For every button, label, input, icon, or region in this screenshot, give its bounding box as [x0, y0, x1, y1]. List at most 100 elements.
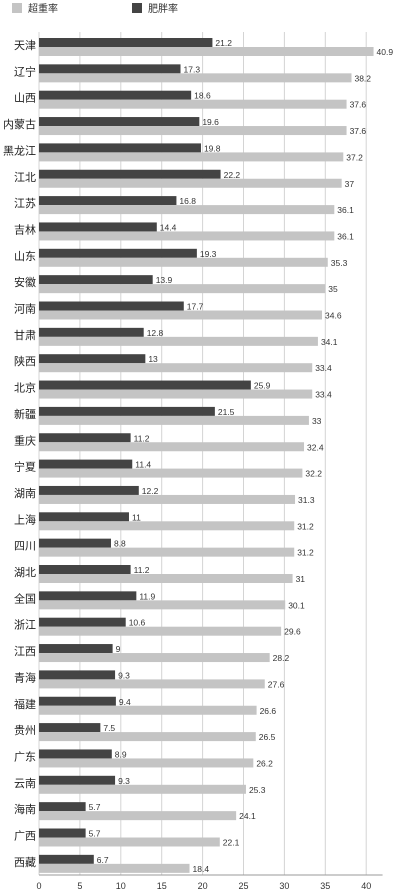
bar-overweight: [39, 336, 318, 346]
category-label: 新疆: [14, 407, 36, 421]
value-label-overweight: 32.4: [307, 442, 324, 452]
category-label: 宁夏: [14, 460, 36, 474]
value-label-obesity: 11.2: [134, 433, 150, 443]
bar-overweight: [39, 521, 295, 531]
value-label-overweight: 24.1: [239, 811, 256, 821]
bar-overweight: [39, 626, 282, 636]
value-label-obesity: 19.6: [202, 117, 219, 127]
bar-overweight: [39, 152, 344, 162]
bar-obesity: [39, 380, 251, 390]
category-label: 安徽: [14, 275, 36, 289]
value-label-obesity: 13: [148, 354, 158, 364]
bar-obesity: [39, 222, 157, 232]
x-tick-label: 25: [238, 881, 248, 891]
value-label-obesity: 19.3: [200, 249, 217, 259]
bar-overweight: [39, 494, 296, 504]
value-label-overweight: 26.2: [256, 758, 273, 768]
bar-obesity: [39, 670, 116, 680]
category-label: 辽宁: [14, 64, 36, 78]
value-label-obesity: 5.7: [89, 829, 101, 839]
bar-overweight: [39, 231, 335, 241]
x-tick-label: 5: [77, 881, 82, 891]
category-label: 广西: [14, 830, 36, 843]
category-label: 江苏: [14, 197, 36, 210]
bar-obesity: [39, 327, 144, 337]
value-label-obesity: 16.8: [179, 196, 196, 206]
bar-obesity: [39, 90, 192, 100]
bar-obesity: [39, 749, 112, 759]
category-label: 江西: [14, 645, 36, 658]
value-label-overweight: 31.2: [297, 548, 314, 558]
category-label: 北京: [14, 381, 36, 395]
category-label: 四川: [14, 541, 36, 553]
category-label: 山西: [14, 92, 36, 105]
value-label-overweight: 34.6: [325, 311, 342, 321]
bar-obesity: [39, 565, 131, 574]
category-label: 甘肃: [14, 329, 36, 342]
bar-obesity: [39, 854, 94, 864]
value-label-obesity: 17.3: [184, 64, 201, 74]
value-label-overweight: 37.6: [350, 126, 367, 136]
bar-obesity: [39, 802, 86, 812]
value-label-overweight: 37.2: [346, 152, 363, 162]
bar-overweight: [39, 442, 305, 452]
category-label: 广东: [14, 750, 36, 763]
bar-obesity: [39, 117, 200, 127]
value-label-obesity: 6.7: [97, 855, 109, 865]
value-label-overweight: 30.1: [288, 600, 305, 610]
bar-obesity: [39, 591, 137, 601]
bar-overweight: [39, 99, 347, 109]
bar-obesity: [39, 354, 146, 364]
legend: 超重率 肥胖率: [12, 2, 178, 15]
legend-label-obesity: 肥胖率: [148, 2, 178, 15]
category-label: 重庆: [14, 433, 36, 447]
bar-obesity: [39, 775, 116, 785]
value-label-overweight: 28.2: [273, 653, 290, 663]
bar-overweight: [39, 863, 190, 873]
bar-obesity: [39, 512, 129, 522]
bar-overweight: [39, 310, 323, 320]
value-label-obesity: 9: [116, 644, 121, 654]
category-label: 湖北: [14, 566, 36, 579]
x-axis: 0 5 10 15 20 25 30 35 40: [36, 874, 383, 891]
value-label-overweight: 26.6: [260, 706, 277, 716]
bar-obesity: [39, 169, 221, 179]
category-label: 黑龙江: [3, 144, 36, 157]
bar-obesity: [39, 406, 215, 416]
category-label: 青海: [14, 670, 36, 684]
value-label-obesity: 21.5: [218, 407, 235, 417]
bar-overweight: [39, 468, 303, 478]
value-label-overweight: 25.3: [249, 785, 266, 795]
bar-overweight: [39, 837, 220, 847]
value-label-obesity: 11.2: [134, 565, 150, 575]
bar-obesity: [39, 538, 111, 548]
category-label: 陕西: [14, 354, 36, 368]
bar-overweight: [39, 415, 309, 425]
bar-overweight: [39, 73, 352, 83]
value-label-overweight: 36.1: [337, 231, 354, 241]
bar-overweight: [39, 205, 335, 215]
bar-overweight: [39, 389, 313, 399]
x-tick-label: 10: [116, 881, 126, 891]
category-label: 湖南: [14, 487, 36, 500]
bar-overweight: [39, 363, 313, 373]
category-label: 海南: [14, 802, 36, 816]
bar-overweight: [39, 284, 326, 294]
value-label-overweight: 34.1: [321, 337, 338, 347]
value-label-overweight: 31.2: [297, 521, 314, 531]
bars: [39, 38, 374, 873]
legend-label-overweight: 超重率: [28, 2, 58, 15]
x-tick-label: 40: [361, 881, 371, 891]
category-label: 吉林: [14, 222, 36, 236]
value-label-overweight: 35.3: [331, 258, 348, 268]
value-label-obesity: 8.9: [115, 749, 127, 759]
value-label-overweight: 37.6: [350, 100, 367, 110]
category-label: 浙江: [14, 619, 36, 632]
bar-overweight: [39, 257, 328, 267]
value-label-obesity: 8.8: [114, 539, 126, 549]
value-label-obesity: 9.4: [119, 697, 131, 707]
value-label-overweight: 40.9: [377, 47, 394, 57]
value-label-overweight: 35: [328, 284, 338, 294]
value-label-overweight: 33.4: [315, 363, 332, 373]
